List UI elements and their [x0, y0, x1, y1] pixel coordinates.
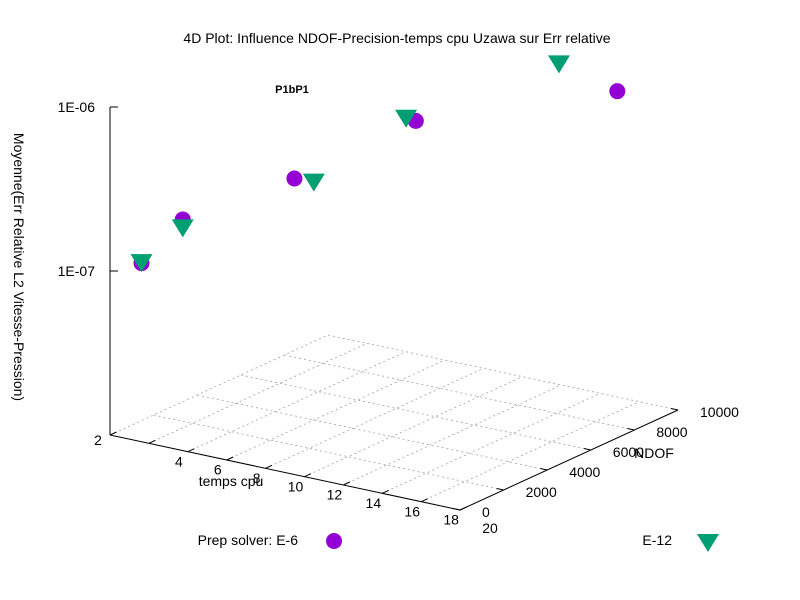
y-tick-label: 10000 [700, 404, 739, 420]
x-tick-mark [459, 506, 467, 511]
y-tick-mark [670, 408, 679, 411]
x-tick-label: 12 [327, 487, 343, 503]
grid-line-y [284, 354, 635, 431]
floor-grid [109, 334, 679, 511]
point-e12 [171, 219, 194, 238]
z-tick-label: 1E-06 [58, 99, 96, 115]
y-tick-label: 6000 [613, 444, 644, 460]
x-tick-label: 20 [482, 520, 498, 536]
x-tick-label: 16 [404, 503, 420, 519]
y-tick-mark [496, 488, 504, 491]
point-e12 [130, 254, 153, 273]
y-tick-label: 0 [482, 504, 490, 520]
grid-line-x [109, 334, 329, 436]
grid-line-y [197, 394, 548, 471]
x-tick-mark [265, 464, 273, 469]
y-tick-label: 4000 [569, 464, 600, 480]
y-tick-label: 2000 [526, 484, 557, 500]
point-e6 [609, 83, 626, 100]
grid-line-x [265, 367, 484, 469]
point-e12 [547, 55, 570, 74]
grid-line-x [226, 359, 445, 461]
y-tick-mark [540, 468, 548, 471]
chart-title: 4D Plot: Influence NDOF-Precision-temps … [183, 30, 610, 46]
point-e12 [395, 109, 418, 128]
legend-marker-e12 [697, 534, 719, 552]
grid-line-x [343, 384, 562, 486]
x-tick-label: 14 [366, 495, 382, 511]
x-axis-line [109, 434, 461, 511]
y-tick-mark [627, 428, 635, 431]
grid-line-y [327, 334, 679, 411]
y-axis-label: NDOF [634, 445, 674, 461]
tick-labels: 2 4 6 8 10 12 14 16 18 200 2000 4000 6000 8000 10000 1E… [58, 99, 740, 536]
legend-marker-e6 [326, 533, 342, 549]
x-tick-mark [148, 439, 156, 444]
grid-line-x [187, 351, 406, 453]
grid-line-x [382, 392, 601, 494]
x-tick-label: 6 [214, 462, 222, 478]
legend-label: E-12 [642, 532, 672, 548]
axes [109, 107, 679, 511]
x-tick-mark [304, 473, 312, 478]
x-axis-label: temps cpu [199, 473, 264, 489]
x-tick-label: 4 [175, 453, 183, 469]
z-axis-label: Moyenne(Err Relative L2 Vitesse-Pression… [11, 133, 27, 401]
data-points [130, 55, 626, 273]
x-tick-mark [420, 498, 428, 503]
grid-line-x [148, 342, 368, 444]
y-tick-mark [452, 508, 461, 511]
z-tick-label: 1E-07 [58, 263, 96, 279]
x-tick-label: 8 [253, 470, 261, 486]
legend: Prep solver: E-6 E-12 [198, 532, 719, 552]
x-tick-mark [187, 448, 195, 453]
point-e6 [286, 170, 303, 187]
y-tick-mark [583, 448, 591, 451]
y-tick-label: 8000 [656, 424, 687, 440]
x-tick-label: 18 [443, 512, 459, 528]
point-e12 [302, 173, 325, 192]
x-tick-label: 2 [94, 432, 102, 448]
chart-subtitle: P1bP1 [275, 84, 309, 96]
y-axis-line [459, 409, 679, 511]
grid-line-x [304, 376, 523, 478]
grid-line-y [240, 374, 591, 451]
x-tick-mark [382, 489, 389, 494]
x-tick-mark [109, 431, 117, 436]
x-tick-label: 10 [288, 478, 304, 494]
x-tick-mark [226, 456, 234, 461]
legend-label: Prep solver: E-6 [198, 532, 299, 548]
x-tick-mark [343, 481, 351, 486]
